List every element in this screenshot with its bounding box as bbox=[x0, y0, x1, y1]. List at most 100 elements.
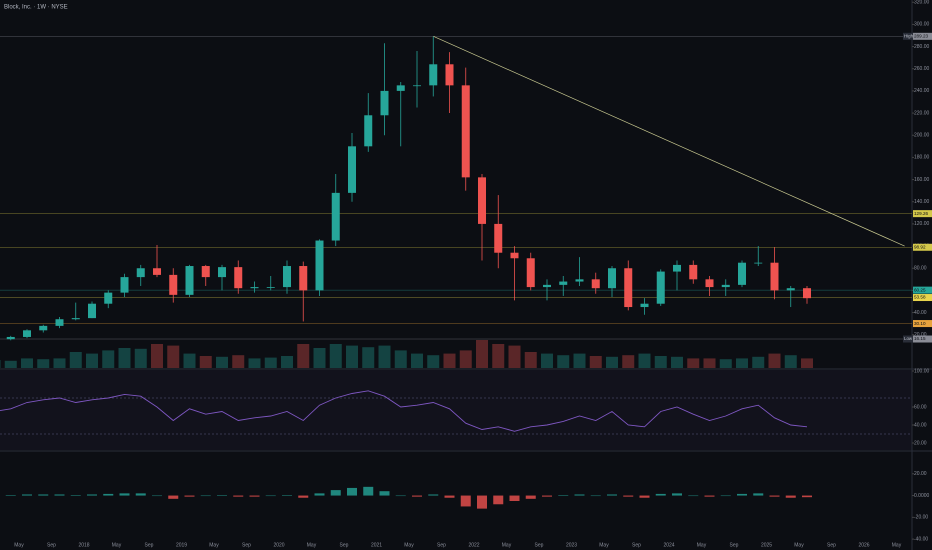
macd-bar bbox=[639, 495, 650, 498]
level-badge bbox=[913, 320, 932, 328]
macd-bar bbox=[217, 495, 227, 496]
rsi-tick-label: 20.00 bbox=[914, 440, 927, 446]
level-badge bbox=[913, 286, 932, 294]
x-tick-label: Sep bbox=[242, 542, 251, 548]
y-tick-label: 260.00 bbox=[914, 66, 930, 72]
candle-body bbox=[169, 274, 178, 295]
x-tick-label: 2018 bbox=[78, 542, 89, 548]
candle-body bbox=[461, 85, 470, 178]
level-label: 60.25 bbox=[914, 287, 926, 292]
macd-bar bbox=[688, 495, 699, 497]
volume-bar bbox=[394, 350, 407, 368]
candle-body bbox=[689, 264, 698, 280]
chart-title: Block, Inc. · 1W · NYSE bbox=[4, 5, 68, 11]
x-tick-label: May bbox=[307, 542, 317, 548]
rsi-tick-label: 100.00 bbox=[914, 368, 930, 374]
candle-body bbox=[315, 240, 324, 291]
level-tag: Low bbox=[904, 336, 913, 341]
y-tick-label: 280.00 bbox=[914, 44, 930, 50]
level-label: 129.26 bbox=[914, 211, 928, 216]
macd-bar bbox=[200, 495, 211, 497]
macd-bar bbox=[785, 495, 796, 498]
candle-body bbox=[705, 279, 714, 288]
macd-bar bbox=[412, 495, 422, 497]
candle-body bbox=[153, 268, 161, 275]
volume-bar bbox=[638, 353, 651, 368]
volume-bar bbox=[752, 356, 765, 368]
candle-body bbox=[559, 281, 568, 285]
volume-bar bbox=[476, 340, 488, 368]
volume-bar bbox=[232, 355, 245, 368]
volume-bar bbox=[801, 358, 813, 368]
macd-bar bbox=[460, 495, 471, 507]
candle-body bbox=[754, 262, 763, 264]
volume-bar bbox=[216, 356, 228, 368]
y-tick-label: 80.00 bbox=[914, 266, 927, 272]
x-tick-label: 2024 bbox=[663, 542, 674, 548]
macd-bar bbox=[704, 495, 715, 497]
macd-bar bbox=[249, 495, 260, 497]
volume-bar bbox=[492, 344, 505, 368]
macd-bar bbox=[135, 493, 146, 496]
macd-bar bbox=[590, 495, 601, 497]
level-label: 53.58 bbox=[914, 295, 926, 300]
x-tick-label: May bbox=[112, 542, 122, 548]
x-tick-label: Sep bbox=[145, 542, 154, 548]
candle-body bbox=[494, 223, 503, 253]
x-tick-label: 2023 bbox=[566, 542, 577, 548]
macd-tick-label: 20.00 bbox=[914, 471, 927, 477]
x-tick-label: May bbox=[892, 542, 902, 548]
x-tick-label: Sep bbox=[827, 542, 836, 548]
macd-bar bbox=[720, 495, 731, 497]
macd-bar bbox=[623, 495, 634, 497]
macd-bar bbox=[119, 493, 130, 496]
volume-bar bbox=[281, 356, 293, 368]
candle-body bbox=[331, 192, 340, 241]
x-tick-label: May bbox=[404, 542, 414, 548]
macd-bar bbox=[753, 493, 764, 496]
candle-body bbox=[396, 85, 405, 91]
rsi-line bbox=[0, 390, 808, 432]
macd-bar bbox=[525, 495, 536, 499]
y-tick-label: 300.00 bbox=[914, 22, 930, 28]
volume-bar bbox=[541, 353, 553, 368]
macd-bar bbox=[38, 494, 49, 496]
macd-bar bbox=[395, 495, 406, 497]
candle-body bbox=[71, 318, 80, 320]
macd-bar bbox=[265, 495, 276, 497]
level-badge bbox=[913, 32, 932, 40]
candle-body bbox=[413, 85, 421, 87]
x-tick-label: May bbox=[599, 542, 609, 548]
macd-bar bbox=[607, 494, 617, 496]
rsi-pane bbox=[0, 370, 912, 450]
y-tick-label: 140.00 bbox=[914, 199, 930, 205]
level-label: 30.10 bbox=[914, 321, 926, 326]
macd-bar bbox=[574, 494, 585, 496]
level-tag: High bbox=[904, 33, 914, 38]
macd-bar bbox=[428, 494, 439, 496]
macd-bar bbox=[542, 495, 552, 497]
volume-bar bbox=[768, 353, 781, 368]
volume-bar bbox=[183, 353, 196, 368]
candle-body bbox=[39, 325, 48, 331]
macd-bar bbox=[5, 495, 16, 496]
volume-bar bbox=[53, 358, 66, 368]
macd-bar bbox=[347, 487, 357, 496]
level-badge bbox=[913, 210, 932, 218]
volume-bar bbox=[524, 352, 537, 368]
volume-bar bbox=[264, 357, 277, 368]
trendline bbox=[433, 36, 905, 247]
volume-bar bbox=[37, 359, 50, 368]
x-tick-label: Sep bbox=[535, 542, 544, 548]
macd-bar bbox=[168, 495, 179, 499]
candle-body bbox=[640, 303, 649, 308]
y-tick-label: 200.00 bbox=[914, 133, 930, 139]
candle-body bbox=[624, 268, 633, 308]
x-tick-label: 2025 bbox=[761, 542, 772, 548]
volume-bar bbox=[297, 344, 310, 368]
volume-bar bbox=[21, 358, 33, 368]
volume-bar bbox=[508, 345, 521, 368]
x-tick-label: 2019 bbox=[176, 542, 187, 548]
volume-bar bbox=[589, 356, 602, 368]
level-badge bbox=[913, 335, 932, 343]
